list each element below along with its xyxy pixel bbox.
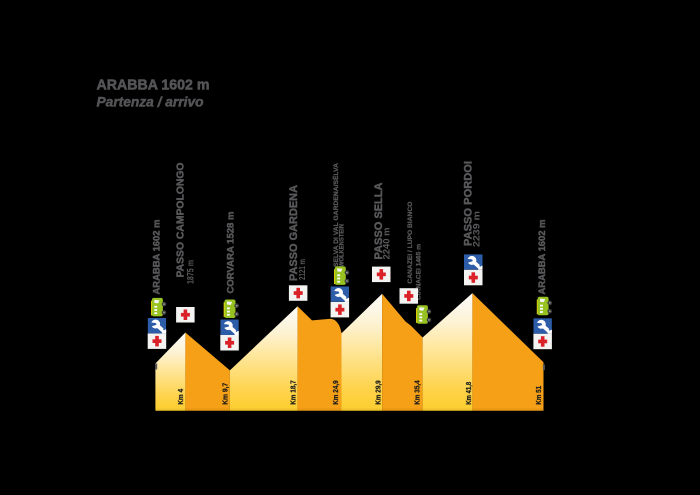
svg-text:CANAZEI / LUPO BIANCO: CANAZEI / LUPO BIANCO: [407, 202, 414, 284]
svg-text:PASSO SELLA: PASSO SELLA: [373, 182, 385, 259]
svg-text:1875 m: 1875 m: [186, 260, 197, 284]
svg-text:Km 24,9: Km 24,9: [333, 380, 340, 405]
svg-text:PASSO CAMPOLONGO: PASSO CAMPOLONGO: [175, 163, 187, 278]
svg-text:SELVA DI VAL GARDENA/SËLVA: SELVA DI VAL GARDENA/SËLVA: [332, 163, 340, 267]
svg-text:Km 4: Km 4: [178, 389, 185, 405]
svg-text:Km 51: Km 51: [536, 386, 543, 405]
svg-text:Km 18,7: Km 18,7: [291, 380, 298, 405]
svg-text:WOLKENSTEIN: WOLKENSTEIN: [340, 224, 346, 267]
svg-text:PASSO GARDENA: PASSO GARDENA: [288, 185, 300, 281]
svg-text:CIANACEI 1465 m: CIANACEI 1465 m: [416, 244, 423, 300]
svg-text:2240 m: 2240 m: [382, 228, 392, 260]
svg-text:Partenza / arrivo: Partenza / arrivo: [97, 94, 204, 110]
svg-text:ARABBA 1602 m: ARABBA 1602 m: [97, 77, 210, 94]
svg-text:ARABBA 1602 m: ARABBA 1602 m: [152, 220, 163, 295]
svg-text:CORVARA 1528 m: CORVARA 1528 m: [226, 212, 237, 294]
svg-text:Km 35,4: Km 35,4: [415, 380, 422, 405]
svg-text:2239 m: 2239 m: [472, 211, 483, 247]
svg-text:Km 41,8: Km 41,8: [466, 382, 473, 405]
svg-text:Km 9,7: Km 9,7: [223, 383, 230, 405]
svg-text:2121 m: 2121 m: [298, 259, 307, 280]
svg-text:ARABBA 1602 m: ARABBA 1602 m: [537, 220, 548, 295]
svg-text:PASSO PORDOI: PASSO PORDOI: [463, 161, 475, 246]
svg-text:Km 29,9: Km 29,9: [376, 380, 383, 405]
